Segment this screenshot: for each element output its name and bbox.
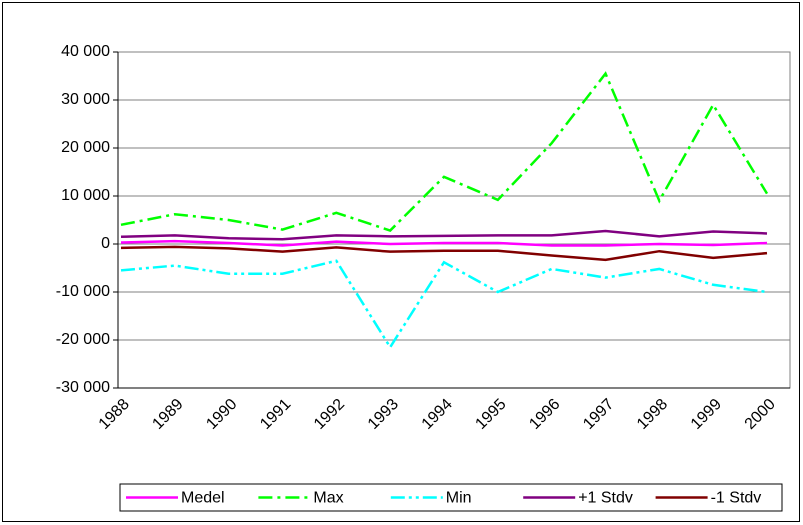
series-line (120, 71, 769, 232)
series-line (120, 245, 768, 262)
y-tick-label: 30 000 (61, 91, 110, 108)
y-tick-label: -10 000 (56, 283, 110, 300)
y-tick-label: 20 000 (61, 139, 110, 156)
series-line (120, 239, 768, 247)
legend-label: Max (313, 490, 343, 507)
y-tick-label: 40 000 (61, 43, 110, 60)
y-tick-label: -30 000 (56, 379, 110, 396)
y-tick-label: 0 (101, 235, 110, 252)
legend-label: Min (446, 490, 472, 507)
y-tick-label: -20 000 (56, 331, 110, 348)
series-line (120, 229, 768, 241)
legend-label: Medel (181, 490, 225, 507)
plot-area (117, 51, 791, 389)
legend-label: +1 Stdv (578, 490, 633, 507)
series-line (120, 259, 768, 350)
y-tick-label: 10 000 (61, 187, 110, 204)
legend-label: -1 Stdv (711, 490, 762, 507)
